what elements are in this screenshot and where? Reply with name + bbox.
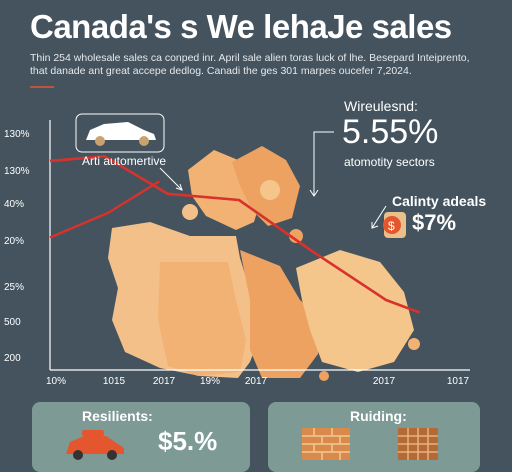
arrow-wholesale	[313, 131, 334, 196]
map-island-1	[203, 179, 225, 201]
brick-stack-icon-left	[302, 428, 350, 460]
x-tick-label: 10%	[46, 376, 66, 387]
map-region-ontario	[240, 250, 322, 378]
resilients-panel-value: $5.%	[158, 426, 218, 456]
source-mark-line	[30, 86, 54, 88]
x-tick-label: 2017	[153, 376, 176, 387]
ruiding-panel: Ruiding:	[268, 402, 480, 472]
map-island-6	[319, 371, 329, 381]
caliny-callout-label: Calinty adeals	[392, 193, 487, 209]
map-island-5	[408, 338, 420, 350]
x-tick-label: 19%	[200, 376, 220, 387]
resilients-panel: Resilients: $5.%	[32, 402, 250, 472]
y-tick-label: 20%	[4, 236, 24, 247]
source-mark	[30, 84, 54, 91]
canada-map	[108, 146, 420, 381]
chart-area: 130% 130% 40% 20% 25% 500 200 10% 1015 2017 19% 20…	[4, 113, 470, 387]
arrow-wholesale-head	[309, 189, 319, 197]
brick-stack-icon-right	[398, 428, 438, 460]
x-tick-label: 2017	[373, 376, 396, 387]
arrow-caliny-head	[371, 222, 379, 229]
svg-text:$: $	[388, 219, 395, 233]
x-tick-label: 1015	[103, 376, 126, 387]
callout-arrows	[159, 131, 387, 229]
map-island-2	[182, 204, 198, 220]
map-region-prairies	[158, 262, 246, 376]
x-tick-label: 1017	[447, 376, 470, 387]
series-line-secondary	[49, 180, 160, 239]
page-subtitle: Thin 254 wholesale sales ca conped inr. …	[30, 52, 470, 77]
arrow-automotive	[159, 167, 183, 191]
wholesale-callout-value: 5.55%	[342, 113, 439, 151]
arrow-caliny	[371, 205, 387, 229]
map-island-4	[289, 229, 303, 243]
caliny-callout-value: $7%	[412, 210, 457, 235]
map-island-3	[260, 180, 280, 200]
coin-stack-icon: $	[383, 212, 406, 238]
y-tick-labels: 130% 130% 40% 20% 25% 500 200	[4, 129, 30, 364]
y-tick-label: 25%	[4, 282, 24, 293]
resilients-panel-title: Resilients:	[82, 408, 153, 424]
series-line-main	[49, 155, 421, 314]
automotive-callout: Arti automertive	[82, 154, 167, 168]
x-tick-label: 2017	[245, 376, 268, 387]
y-tick-label: 200	[4, 353, 21, 364]
red-car-icon	[66, 430, 124, 460]
y-tick-label: 40%	[4, 199, 24, 210]
wholesale-callout-sub: atomotity sectors	[344, 155, 435, 169]
x-tick-labels: 10% 1015 2017 19% 2017 2017 1017	[46, 376, 470, 387]
y-tick-label: 500	[4, 317, 21, 328]
ruiding-panel-title: Ruiding:	[350, 408, 407, 424]
arrow-automotive-head	[175, 183, 183, 191]
wholesale-callout-label: Wireulesnd:	[344, 98, 418, 114]
y-tick-label: 130%	[4, 166, 30, 177]
map-region-east	[336, 276, 400, 336]
page-title: Canada's s We lehaJe sales	[30, 8, 452, 45]
car-icon	[75, 113, 165, 153]
y-tick-label: 130%	[4, 129, 30, 140]
